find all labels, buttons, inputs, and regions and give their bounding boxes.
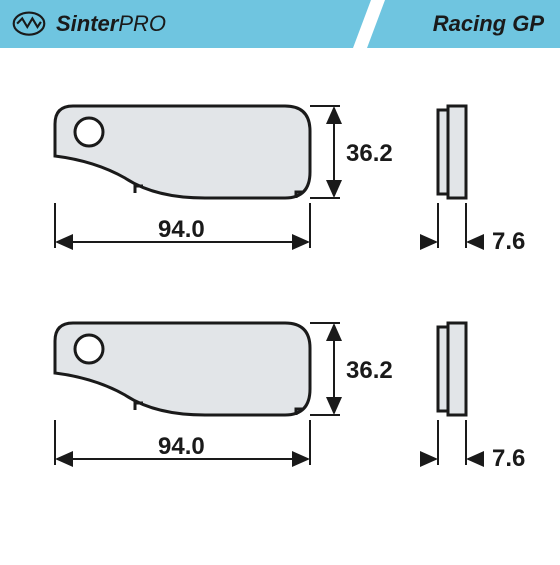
header-left: SinterPRO xyxy=(0,0,353,48)
label-width-1: 94.0 xyxy=(158,216,205,244)
brand-light: PRO xyxy=(118,11,166,36)
pad-1-side xyxy=(438,106,466,198)
model-name: Racing GP xyxy=(433,11,544,37)
label-thickness-2: 7.6 xyxy=(492,445,525,473)
dim-thickness-2 xyxy=(420,420,484,465)
brand-bold: Sinter xyxy=(56,11,118,36)
pad-2-face xyxy=(55,323,310,415)
label-height-2: 36.2 xyxy=(346,357,393,385)
dim-height-2 xyxy=(310,323,340,415)
dim-height-1 xyxy=(310,106,340,198)
diagram-canvas: 36.2 94.0 7.6 36.2 94.0 7.6 xyxy=(0,48,560,560)
label-width-2: 94.0 xyxy=(158,433,205,461)
tech-drawing xyxy=(0,48,560,560)
header-bar: SinterPRO Racing GP xyxy=(0,0,560,48)
header-right: Racing GP xyxy=(385,0,560,48)
label-height-1: 36.2 xyxy=(346,140,393,168)
dim-thickness-1 xyxy=(420,203,484,248)
pad-1-face xyxy=(55,106,310,198)
pad-2-side xyxy=(438,323,466,415)
label-thickness-1: 7.6 xyxy=(492,228,525,256)
brand-name: SinterPRO xyxy=(56,11,166,37)
brand-logo-icon xyxy=(12,10,46,38)
